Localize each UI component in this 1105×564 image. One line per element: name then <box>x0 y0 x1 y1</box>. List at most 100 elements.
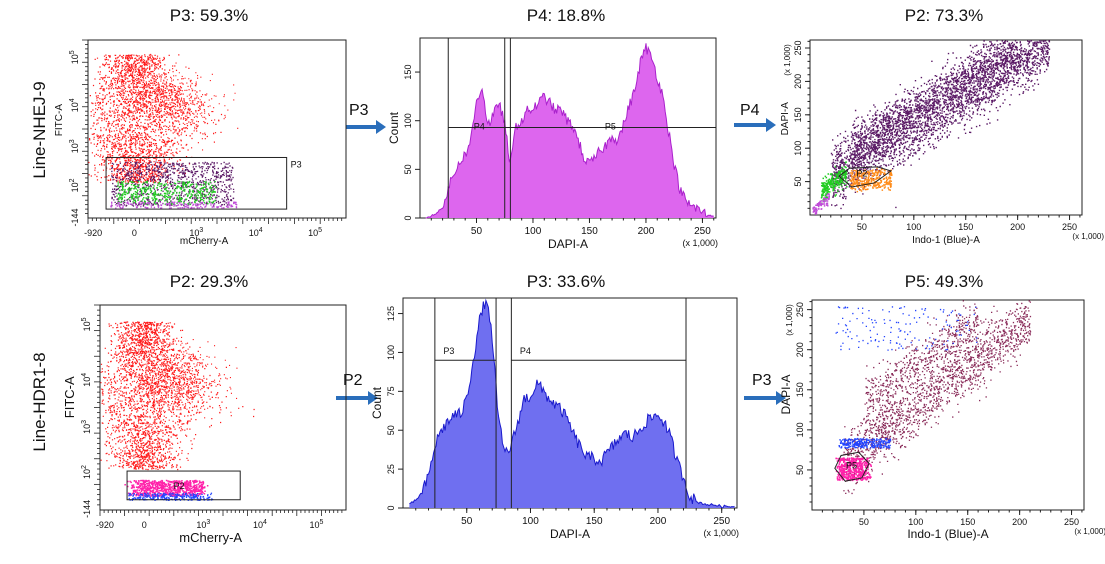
y-tick-label: 125 <box>386 306 396 321</box>
x-unit-label: (x 1,000) <box>1072 232 1104 241</box>
gate-label: P4 <box>520 346 531 356</box>
y-tick-label: 250 <box>793 40 803 55</box>
gate-label: P3 <box>443 346 454 356</box>
gate-polygon <box>834 451 870 482</box>
x-tick-label: 100 <box>906 222 921 232</box>
y-tick-label: 100 <box>795 422 805 437</box>
plot-frame <box>811 299 1085 511</box>
arrow-label-4: P3 <box>752 372 772 389</box>
population-blue <box>835 306 978 351</box>
population-purple <box>111 161 235 207</box>
x-tick-label: 50 <box>461 516 473 527</box>
x-tick-label: 150 <box>581 226 598 237</box>
gate-polygon <box>838 166 893 188</box>
y-tick-label: 150 <box>795 382 805 397</box>
chart-title-p4-nhej: P4: 18.8% <box>526 6 606 25</box>
plot-frame <box>809 39 1083 216</box>
y-axis-label: FITC-A <box>62 376 77 418</box>
histogram-dapi-nhej: 50 100 150 200 250 0 50 100 150 (x 1,000) DAPI-A Co… <box>387 37 718 251</box>
tick-label: 105 <box>308 227 322 238</box>
y-tick-label: 50 <box>793 177 803 187</box>
y-axis-label: FITC-A <box>54 104 65 137</box>
arrow-label-2: P4 <box>740 102 760 119</box>
y-axis-label: Count <box>370 386 384 419</box>
chart-title-p3-hdr: P3: 33.6% <box>526 272 606 291</box>
x-axis-label: mCherry-A <box>180 236 229 247</box>
gate-label: P5 <box>846 460 857 470</box>
tick-label: 103 <box>81 420 92 434</box>
y-tick-label: 200 <box>795 342 805 357</box>
population-maroon <box>863 300 980 439</box>
tick-label: 104 <box>81 373 92 387</box>
tick-label: 105 <box>310 519 324 530</box>
population-purple <box>830 40 1051 210</box>
y-tick-label: 0 <box>386 505 396 510</box>
x-tick-label: 200 <box>650 516 667 527</box>
tick-label: 103 <box>189 227 203 238</box>
arrow-icon <box>346 120 386 134</box>
y-tick-label: 100 <box>386 345 396 360</box>
x-tick-label: 100 <box>522 516 539 527</box>
x-tick-label: 50 <box>857 222 867 232</box>
gate-label: P2 <box>174 481 185 491</box>
gate-label: P5 <box>605 122 616 132</box>
y-unit-label: (x 1,000) <box>785 304 794 336</box>
y-tick-label: 100 <box>403 113 413 128</box>
gate-label: P2 <box>856 168 867 178</box>
x-axis-label: DAPI-A <box>548 237 588 251</box>
y-tick-label: 0 <box>403 215 413 220</box>
arrow-icon <box>744 391 786 405</box>
x-unit-label: (x 1,000) <box>703 528 739 538</box>
y-tick-label: 25 <box>386 464 396 474</box>
histogram-area <box>425 43 714 218</box>
x-unit-label: (x 1,000) <box>1074 527 1105 536</box>
y-tick-label: 250 <box>795 302 805 317</box>
histogram-line <box>425 43 714 219</box>
tick-label: 103 <box>196 519 210 530</box>
population-blue <box>128 492 214 501</box>
tick-label: 104 <box>253 519 267 530</box>
histogram-dapi-hdr: 50 100 150 200 250 0 25 50 75 100 125 (x 1,000) DAPI… <box>370 297 739 541</box>
population-red <box>100 321 255 471</box>
population-purple <box>851 40 1019 171</box>
population-green <box>116 180 217 206</box>
tick-label: 105 <box>69 50 80 64</box>
arrow-icon <box>336 391 378 405</box>
x-tick-label: 100 <box>525 226 542 237</box>
chart-title-p5-hdr: P5: 49.3% <box>904 272 984 291</box>
x-tick-label: 150 <box>586 516 603 527</box>
histogram-area <box>409 300 735 508</box>
tick-label: 103 <box>69 139 80 153</box>
x-tick-label: 250 <box>1062 222 1077 232</box>
x-tick-label: 250 <box>713 516 730 527</box>
tick-label: 102 <box>69 178 80 192</box>
x-tick-label: 150 <box>960 517 975 527</box>
population-orange <box>849 167 893 193</box>
population-violet <box>110 201 238 209</box>
arrow-label-3: P2 <box>343 372 363 389</box>
tick-label: -144 <box>82 500 92 518</box>
population-pink <box>124 479 209 497</box>
y-tick-label: 50 <box>386 425 396 435</box>
x-axis-label: Indo-1 (Blue)-A <box>907 527 988 541</box>
y-axis-label: Count <box>387 111 401 144</box>
population-blue <box>838 437 892 449</box>
x-tick-label: 200 <box>1012 517 1027 527</box>
tick-label: 105 <box>81 317 92 331</box>
x-axis-label: Indo-1 (Blue)-A <box>912 235 980 246</box>
chart-title-p2-nhej: P2: 73.3% <box>904 6 984 25</box>
x-axis-label: DAPI-A <box>550 527 590 541</box>
x-tick-label: 200 <box>638 226 655 237</box>
population-green <box>820 161 848 206</box>
tick-label: 102 <box>81 465 92 479</box>
y-axis-label: DAPI-A <box>780 102 791 136</box>
y-unit-label: (x 1,000) <box>783 44 792 76</box>
population-maroon <box>843 300 1032 495</box>
chart-title-p3-nhej: P3: 59.3% <box>169 6 249 25</box>
x-tick-label: 250 <box>1064 517 1079 527</box>
x-tick-label: 100 <box>908 517 923 527</box>
population-red <box>88 54 239 184</box>
